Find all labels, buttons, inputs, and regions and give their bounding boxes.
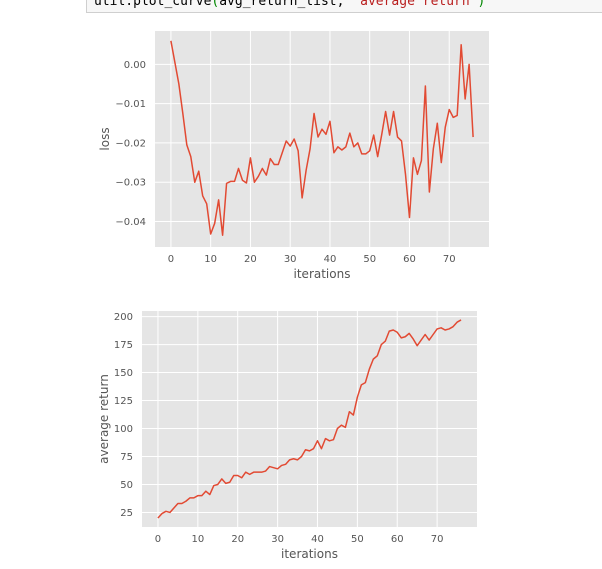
loss-x-tick-label: 60 [403,254,416,265]
loss-x-tick-label: 70 [443,254,456,265]
return-x-tick-label: 10 [191,534,204,545]
return-x-tick-label: 50 [351,534,364,545]
return-x-tick-label: 30 [271,534,284,545]
loss-x-tick-label: 0 [168,254,174,265]
loss-series-line [170,40,474,236]
loss-y-tick-label: 0.00 [124,60,146,71]
return-x-tick-label: 0 [155,534,161,545]
return-y-tick-label: 200 [114,312,133,323]
code-cell[interactable]: util.plot_curve(avg_return_list, 'averag… [86,0,602,13]
code-function: util.plot_curve [94,0,212,9]
return-plot-area [142,311,477,527]
return-y-axis-label: average return [97,374,111,464]
code-line: util.plot_curve(avg_return_list, 'averag… [94,0,485,9]
return-x-axis-label: iterations [281,547,338,561]
return-y-tick-label: 100 [114,424,133,435]
loss-y-tick-label: −0.01 [115,99,146,110]
return-y-tick-label: 125 [114,396,133,407]
code-open-paren: ( [211,0,220,9]
return-x-tick-label: 20 [231,534,244,545]
return-y-tick-label: 175 [114,340,133,351]
return-x-tick-label: 40 [311,534,324,545]
loss-x-tick-label: 50 [363,254,376,265]
return-y-tick-label: 75 [120,452,133,463]
return-y-tick-label: 150 [114,368,133,379]
loss-x-tick-label: 40 [324,254,337,265]
loss-y-axis-label: loss [98,127,112,150]
code-string-literal: 'average return' [352,0,478,9]
code-close-paren: ) [477,0,486,9]
loss-x-tick-label: 20 [244,254,257,265]
loss-y-tick-label: −0.03 [115,178,146,189]
return-y-tick-label: 50 [120,480,133,491]
code-argument: avg_return_list, [219,0,353,9]
return-x-tick-label: 60 [391,534,404,545]
loss-y-tick-label: −0.04 [115,217,146,228]
loss-x-tick-label: 30 [284,254,297,265]
return-y-tick-label: 25 [120,508,133,519]
loss-x-axis-label: iterations [294,267,351,281]
return-x-tick-label: 70 [431,534,444,545]
return-series-line [157,319,462,519]
loss-y-tick-label: −0.02 [115,138,146,149]
loss-x-tick-label: 10 [204,254,217,265]
